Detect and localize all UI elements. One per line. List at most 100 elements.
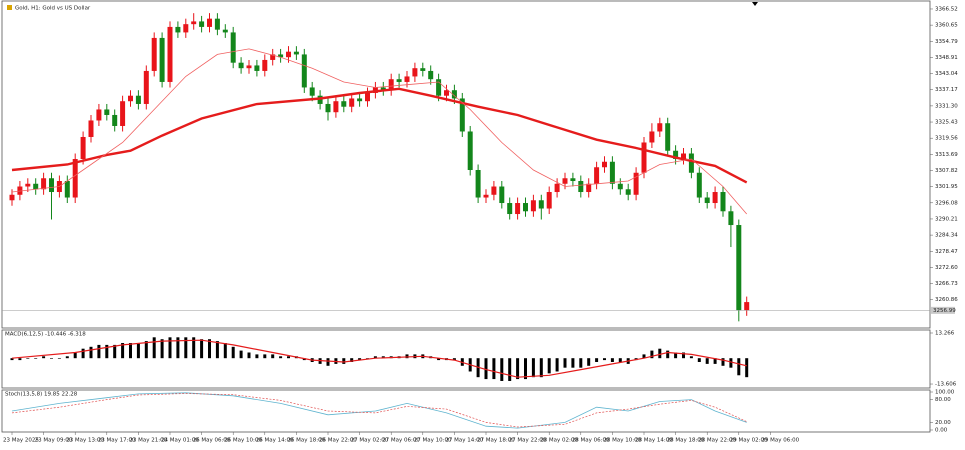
candle-body — [262, 59, 268, 71]
histogram-bar — [452, 358, 456, 361]
histogram-bar — [239, 350, 243, 359]
candle-body — [183, 24, 189, 33]
candle-body — [388, 79, 394, 91]
candle-body — [9, 194, 15, 201]
histogram-bar — [745, 358, 749, 378]
candle-body — [207, 18, 212, 27]
x-tick-label: 26 May 14:00 — [256, 438, 294, 444]
candle-body — [325, 103, 331, 113]
candle-body — [112, 114, 118, 126]
candle-body — [523, 203, 528, 212]
candle-body — [167, 26, 173, 82]
y-tick-label: 3266.73 — [935, 281, 958, 287]
candle-body — [396, 79, 402, 82]
indicator-line — [11, 48, 748, 215]
histogram-bar — [326, 358, 330, 366]
histogram-bar — [531, 358, 535, 378]
histogram-bar — [42, 356, 46, 359]
histogram-bar — [492, 358, 496, 380]
x-tick-label: 27 May 14:00 — [445, 438, 483, 444]
candle-body — [199, 21, 205, 27]
x-tick-label: 27 May 06:00 — [382, 438, 420, 444]
histogram-bar — [539, 358, 543, 378]
histogram-bar — [658, 348, 662, 359]
x-tick-label: 26 May 22:00 — [319, 438, 357, 444]
candle-body — [665, 123, 671, 151]
histogram-bar — [152, 337, 156, 359]
histogram-bar — [571, 358, 575, 368]
candle-body — [380, 87, 386, 91]
histogram-bar — [555, 358, 559, 372]
x-tick-label: 28 May 14:00 — [635, 438, 673, 444]
histogram-bar — [508, 358, 512, 381]
candle-body — [578, 181, 584, 193]
histogram-bar — [642, 354, 646, 359]
candle-body — [214, 18, 220, 30]
y-tick-label: 3319.56 — [935, 136, 958, 142]
chart-title: Gold, H1: Gold vs US Dollar — [15, 6, 91, 12]
candle-body — [120, 101, 126, 126]
x-tick-label: 28 May 02:00 — [540, 438, 578, 444]
candle-body — [483, 194, 489, 198]
main-panel-frame — [1, 0, 931, 329]
x-tick-label: 23 May 09:00 — [35, 438, 73, 444]
histogram-bar — [618, 358, 622, 362]
y-tick-label: 3307.82 — [935, 168, 958, 174]
candle-body — [293, 51, 299, 55]
y-tick-label: 3354.79 — [935, 39, 958, 45]
candle-body — [230, 32, 236, 63]
x-tick-label: 27 May 10:00 — [414, 438, 452, 444]
candle-body — [744, 302, 750, 311]
candle-body — [688, 153, 694, 173]
candle-body — [33, 183, 39, 190]
x-tick-label: 29 May 06:00 — [761, 438, 799, 444]
y-tick-label: 3366.52 — [935, 6, 958, 12]
candle-body — [696, 172, 702, 198]
histogram-bar — [208, 339, 211, 359]
candle-body — [278, 54, 284, 58]
histogram-bar — [516, 358, 520, 380]
x-tick-label: 23 May 13:00 — [66, 438, 104, 444]
candle-body — [357, 98, 363, 102]
candle-body — [365, 92, 370, 102]
y-tick-label: 3272.60 — [935, 265, 958, 271]
x-tick-label: 28 May 18:00 — [667, 438, 705, 444]
histogram-bar — [358, 358, 362, 361]
y-tick-label: 3331.30 — [935, 103, 958, 109]
candle-body — [507, 203, 513, 215]
candle-body — [80, 136, 86, 159]
histogram-bar — [579, 358, 583, 368]
histogram-bar — [650, 350, 654, 359]
candle-body — [238, 62, 244, 69]
candle-body — [515, 203, 521, 215]
histogram-bar — [160, 339, 164, 359]
histogram-bar — [563, 358, 567, 368]
y-tick-label: 3260.86 — [935, 297, 958, 303]
histogram-bar — [705, 358, 709, 364]
x-tick-label: 24 May 01:00 — [161, 438, 199, 444]
y-tick-label: 3343.04 — [935, 71, 958, 77]
candle-body — [49, 178, 54, 193]
candle-body — [538, 200, 544, 209]
x-tick-label: 26 May 10:00 — [224, 438, 262, 444]
histogram-bar — [121, 343, 125, 359]
candle-body — [135, 95, 141, 104]
x-tick-label: 23 May 2025 — [3, 438, 39, 444]
candle-body — [17, 186, 23, 195]
histogram-bar — [184, 337, 188, 359]
candle-body — [404, 76, 410, 82]
candle-body — [570, 178, 576, 182]
indicator-line — [11, 87, 748, 184]
histogram-bar — [713, 358, 717, 364]
x-tick-label: 28 May 22:00 — [698, 438, 736, 444]
candle-body — [712, 192, 718, 204]
histogram-bar — [255, 354, 259, 359]
candle-body — [286, 51, 291, 58]
candle-body — [436, 79, 442, 96]
candle-body — [459, 98, 465, 132]
histogram-bar — [89, 346, 93, 359]
candle-body — [649, 131, 655, 143]
indicator-line — [11, 339, 747, 378]
